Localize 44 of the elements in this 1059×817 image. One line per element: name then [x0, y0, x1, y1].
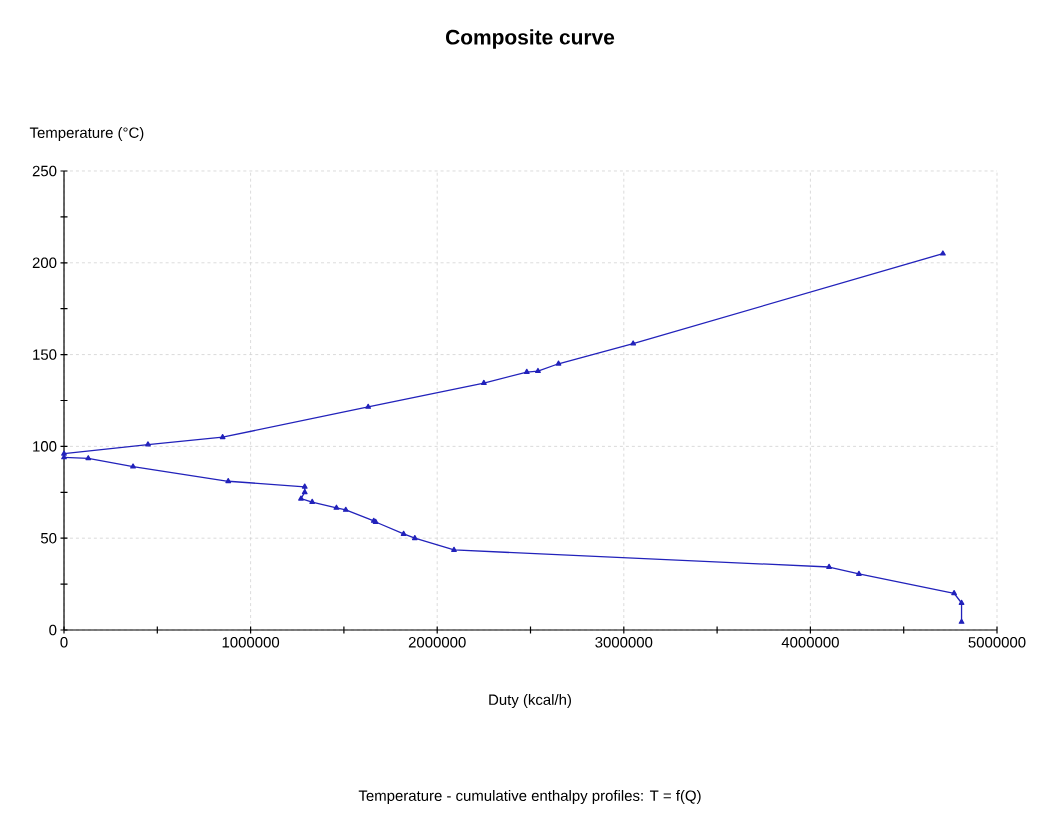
- point: [939, 250, 946, 256]
- point: [958, 599, 965, 605]
- point: [309, 498, 316, 504]
- point: [61, 454, 67, 460]
- x-axis-title: Duty (kcal/h): [489, 694, 571, 708]
- point: [301, 483, 308, 489]
- x-tick-label: 1000000: [222, 637, 280, 648]
- x-tick-label: 3000000: [595, 637, 653, 648]
- point: [400, 530, 407, 536]
- point: [826, 563, 832, 569]
- y-tick-label: 100: [33, 441, 57, 452]
- x-tick-label: 0: [60, 637, 68, 648]
- point: [365, 403, 372, 409]
- point: [555, 360, 562, 366]
- y-tick-label: 150: [33, 349, 57, 360]
- point: [480, 379, 487, 385]
- point: [130, 463, 136, 469]
- point: [958, 618, 965, 624]
- point: [298, 495, 304, 501]
- x-tick-label: 4000000: [781, 637, 839, 648]
- y-tick-label: 250: [32, 165, 57, 177]
- point: [85, 455, 92, 461]
- point: [856, 570, 862, 576]
- point: [219, 433, 226, 440]
- point: [333, 504, 340, 510]
- x-tick-label: 2000000: [408, 637, 466, 648]
- point: [523, 368, 530, 374]
- y-tick-label: 200: [32, 257, 57, 269]
- y-tick-label: 50: [40, 532, 57, 544]
- y-axis-title: Temperature (°C): [29, 127, 144, 141]
- point: [145, 441, 151, 447]
- point: [451, 546, 457, 552]
- point: [951, 590, 957, 596]
- point: [535, 367, 541, 374]
- chart-title: Composite curve: [445, 29, 615, 49]
- point: [342, 506, 349, 512]
- point: [61, 450, 67, 456]
- point: [225, 478, 232, 484]
- point: [630, 340, 637, 346]
- text: Temperature - cumulative enthalpy profiles: T = f(Q): [358, 790, 701, 804]
- y-tick-label: 0: [49, 624, 57, 636]
- point: [301, 489, 308, 495]
- point: [411, 534, 418, 541]
- x-tick-label: 5000000: [968, 637, 1026, 648]
